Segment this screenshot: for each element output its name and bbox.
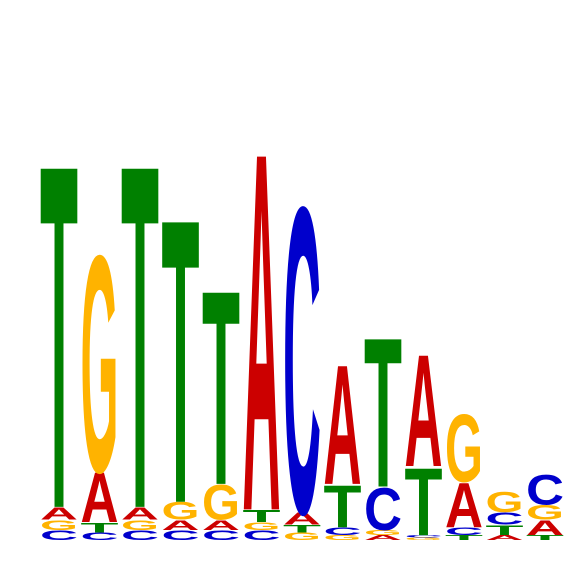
logo-letter-g: G (81, 192, 119, 538)
logo-letter-c: C (162, 527, 200, 543)
logo-letter-g: G (40, 517, 78, 533)
logo-letter-t: T (445, 534, 483, 542)
logo-letter-a: A (445, 470, 483, 541)
logo-letter-t: T (526, 534, 564, 542)
logo-letter-a: A (324, 330, 362, 521)
logo-letter-g: G (243, 520, 281, 532)
logo-letter-c: C (283, 117, 321, 566)
logo-letter-a: A (364, 534, 402, 542)
logo-letter-a: A (121, 504, 159, 524)
logo-letter-t: T (364, 295, 402, 533)
logo-letter-t: T (243, 506, 281, 526)
logo-letter-c: C (445, 526, 483, 538)
logo-letter-t: T (405, 449, 443, 556)
logo-letter-a: A (283, 509, 321, 529)
logo-letter-a: A (405, 322, 443, 501)
logo-letter-c: C (405, 534, 443, 538)
logo-letter-c: C (486, 509, 524, 529)
logo-letter-t: T (202, 233, 240, 544)
logo-letter-t: T (486, 522, 525, 538)
logo-letter-g: G (162, 498, 200, 526)
logo-letter-t: T (283, 523, 321, 535)
logo-letter-g: G (202, 475, 240, 531)
logo-letter-a: A (486, 534, 524, 542)
logo-letter-a: A (202, 517, 240, 533)
logo-letter-c: C (243, 527, 281, 543)
logo-letter-a: A (243, 47, 281, 566)
logo-letter-t: T (324, 473, 362, 541)
logo-letter-g: G (526, 500, 564, 524)
logo-letter-a: A (526, 516, 564, 540)
logo-letter-c: C (81, 531, 119, 543)
logo-letter-g: G (405, 537, 443, 541)
logo-letter-t: T (40, 63, 78, 566)
logo-letter-c: C (324, 526, 362, 538)
logo-letter-g: G (283, 531, 321, 543)
logo-letter-t: T (162, 134, 200, 566)
logo-letter-a: A (162, 517, 200, 533)
logo-letter-t: T (81, 519, 120, 535)
logo-letter-c: C (526, 467, 564, 514)
logo-letter-c: C (202, 527, 240, 543)
logo-letter-t: T (121, 63, 159, 566)
logo-letter-g: G (324, 534, 362, 542)
logo-letter-g: G (364, 529, 402, 537)
logo-letter-g: G (486, 487, 524, 518)
logo-letter-g: G (121, 517, 159, 533)
logo-letter-a: A (81, 458, 119, 538)
logo-letter-g: G (445, 396, 483, 503)
logo-letter-c: C (121, 527, 159, 543)
logo-letter-a: A (40, 504, 78, 524)
logo-letter-c: C (40, 527, 78, 543)
logo-letter-c: C (364, 476, 402, 543)
